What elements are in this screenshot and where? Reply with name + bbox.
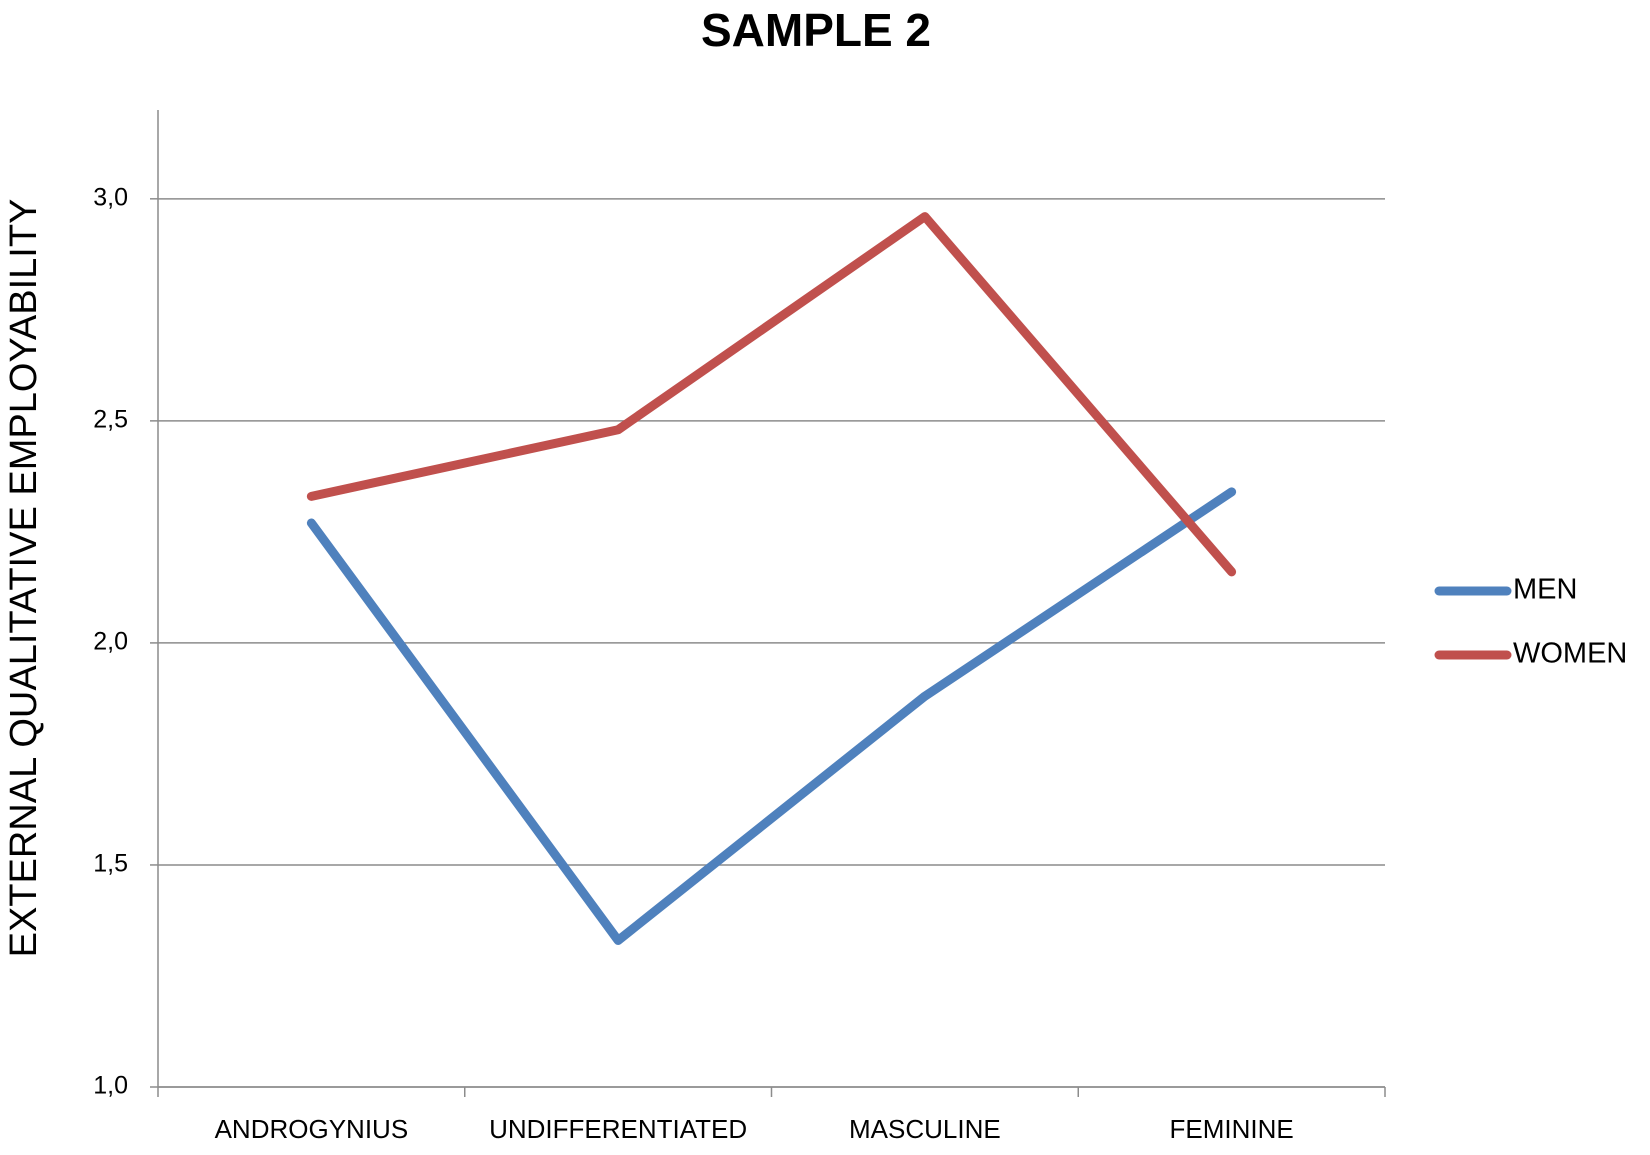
y-tick-label: 1,0 <box>93 1072 128 1100</box>
x-tick-label: UNDIFFERENTIATED <box>489 1114 747 1144</box>
series-line <box>306 487 1237 945</box>
y-tick-label: 2,0 <box>93 628 128 656</box>
legend-label: WOMEN <box>1513 638 1627 670</box>
y-tick-label: 1,5 <box>93 850 128 878</box>
x-tick-label: MASCULINE <box>849 1114 1001 1144</box>
series-line <box>306 212 1237 577</box>
legend-label: MEN <box>1513 574 1577 606</box>
chart-title: SAMPLE 2 <box>701 4 931 56</box>
y-axis-label: EXTERNAL QUALITATIVE EMPLOYABILITY <box>3 199 45 958</box>
x-tick-label: FEMININE <box>1170 1114 1294 1144</box>
y-tick-label: 2,5 <box>93 405 128 433</box>
x-tick-label: ANDROGYNIUS <box>215 1114 409 1144</box>
y-tick-label: 3,0 <box>93 183 128 211</box>
